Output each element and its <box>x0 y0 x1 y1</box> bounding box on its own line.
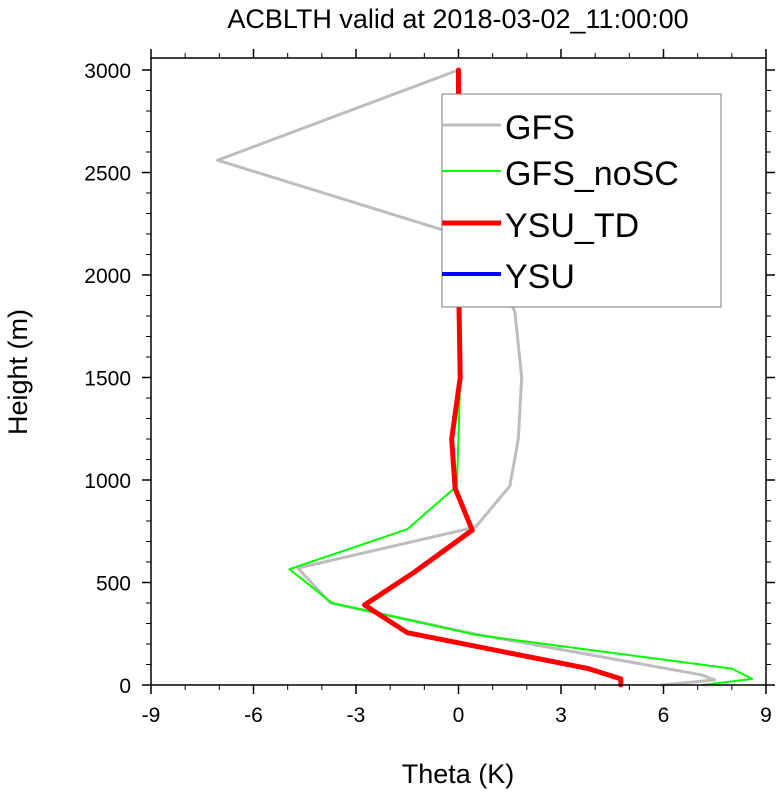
x-tick-label: -3 <box>347 704 366 727</box>
x-tick-label: 3 <box>555 704 567 727</box>
y-tick-label: 2500 <box>84 163 131 186</box>
x-tick-label: -9 <box>142 704 161 727</box>
x-axis-title: Theta (K) <box>402 759 515 789</box>
y-tick-label: 3000 <box>84 60 131 83</box>
legend-label: GFS <box>505 109 575 147</box>
legend-label: YSU_TD <box>505 207 639 245</box>
legend-box <box>441 93 722 308</box>
legend-label: YSU <box>505 258 575 296</box>
legend-label: GFS_noSC <box>505 155 679 193</box>
axis-ticks <box>142 49 775 694</box>
y-tick-label: 0 <box>119 675 131 698</box>
x-tick-label: 6 <box>658 704 670 727</box>
y-tick-label: 1000 <box>84 470 131 493</box>
x-tick-label: 9 <box>760 704 772 727</box>
tick-labels: -9 -6 -3 0 3 6 9 0 500 1000 1500 2000 2500 3000 <box>84 60 772 727</box>
y-tick-label: 1500 <box>84 368 131 391</box>
chart-title: ACBLTH valid at 2018-03-02_11:00:00 <box>227 4 688 34</box>
y-axis-title: Height (m) <box>3 309 33 435</box>
y-tick-label: 500 <box>96 573 131 596</box>
x-tick-label: 0 <box>453 704 465 727</box>
x-tick-label: -6 <box>244 704 263 727</box>
legend: GFS GFS_noSC YSU_TD YSU <box>441 93 722 308</box>
y-tick-label: 2000 <box>84 265 131 288</box>
